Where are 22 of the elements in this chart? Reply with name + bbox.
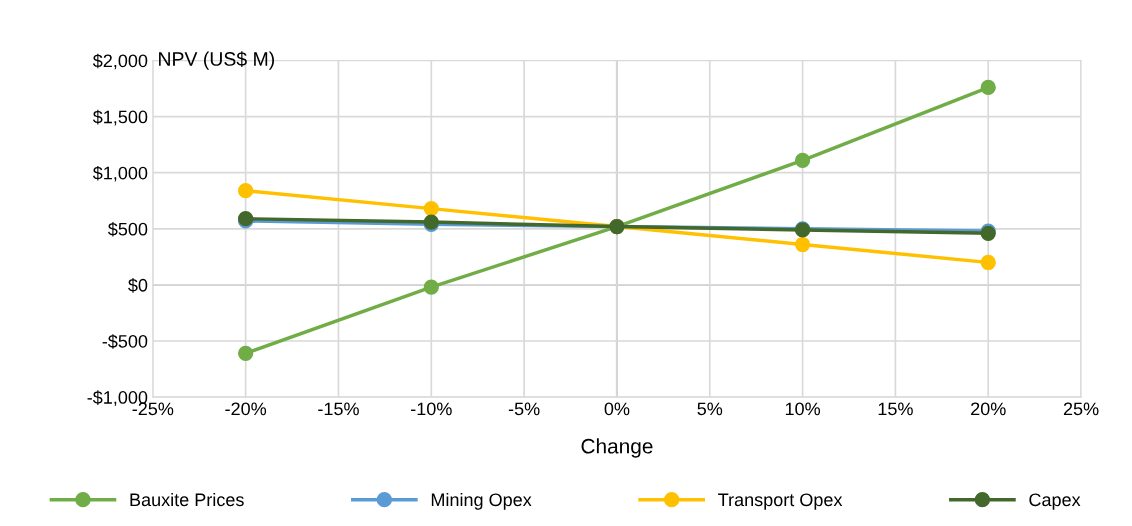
y-tick-label: $0 <box>128 278 148 293</box>
x-tick-label: 25% <box>1063 402 1099 416</box>
x-tick-label: 10% <box>785 402 821 416</box>
x-tick-label: -5% <box>508 402 540 416</box>
legend-label: Mining Opex <box>431 492 532 510</box>
y-axis-title: NPV (US$ M) <box>159 51 275 70</box>
y-tick-label: -$500 <box>102 334 148 349</box>
x-tick-label: -10% <box>411 402 452 416</box>
x-tick-label: 5% <box>697 402 723 416</box>
x-tick-label: 15% <box>878 402 913 416</box>
legend-label: Transport Opex <box>718 493 843 510</box>
x-tick-label: 20% <box>971 402 1006 416</box>
x-tick-label: -20% <box>225 402 267 416</box>
x-tick-label: -15% <box>318 402 359 416</box>
x-axis-title: Change <box>581 438 653 458</box>
x-tick-label: 0% <box>604 402 630 416</box>
y-tick-label: $1,500 <box>92 109 148 126</box>
y-tick-label: $500 <box>107 221 148 237</box>
legend-label: Capex <box>1029 493 1081 510</box>
legend-label: Bauxite Prices <box>130 492 244 507</box>
y-tick-label: $2,000 <box>92 53 148 70</box>
y-tick-label: $1,000 <box>92 165 148 182</box>
